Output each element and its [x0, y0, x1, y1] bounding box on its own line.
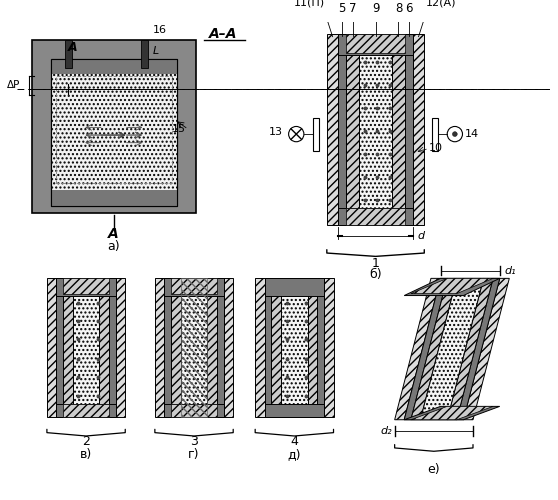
Bar [255, 278, 264, 417]
Bar [56, 278, 116, 295]
Text: е): е) [427, 463, 440, 476]
Bar [359, 34, 392, 225]
Bar [165, 278, 224, 295]
Bar [65, 40, 72, 68]
Polygon shape [420, 278, 483, 420]
Text: 16: 16 [153, 25, 167, 35]
Text: а): а) [108, 240, 120, 254]
Bar [181, 278, 208, 417]
Bar [142, 40, 148, 68]
Text: 15: 15 [172, 124, 186, 134]
Bar [327, 34, 338, 225]
Text: 13: 13 [269, 127, 283, 137]
Bar [171, 278, 217, 293]
Text: 1: 1 [372, 256, 379, 270]
Bar [281, 278, 307, 417]
Text: б): б) [369, 268, 382, 281]
Bar [116, 278, 125, 417]
Text: 6: 6 [405, 2, 413, 15]
Bar [264, 278, 271, 417]
Polygon shape [411, 278, 457, 420]
Text: d₂: d₂ [380, 426, 392, 436]
Polygon shape [411, 406, 493, 420]
Text: 3: 3 [190, 435, 198, 448]
Circle shape [447, 126, 463, 142]
Bar [56, 278, 63, 417]
Bar [324, 278, 334, 417]
Text: в): в) [80, 448, 92, 460]
Text: ΔP: ΔP [7, 80, 20, 90]
Bar [56, 404, 116, 417]
Polygon shape [411, 278, 493, 293]
Polygon shape [404, 278, 447, 420]
Bar [65, 0, 72, 11]
Bar [405, 34, 413, 225]
Bar [63, 278, 73, 417]
Bar [338, 208, 413, 225]
Text: 12(А): 12(А) [426, 0, 456, 7]
Polygon shape [457, 278, 500, 420]
Bar [51, 58, 177, 206]
Bar [413, 34, 424, 225]
Circle shape [288, 126, 304, 142]
Text: г): г) [188, 448, 200, 460]
Bar [217, 278, 224, 417]
Bar [99, 278, 109, 417]
Bar [208, 278, 217, 417]
Bar [171, 278, 181, 417]
Text: 2: 2 [82, 435, 90, 448]
Bar [264, 278, 324, 295]
Bar [224, 278, 233, 417]
Text: L: L [153, 46, 159, 56]
Bar [318, 278, 324, 417]
Text: 10: 10 [429, 144, 443, 154]
Polygon shape [395, 278, 440, 420]
Text: A: A [108, 228, 119, 241]
Polygon shape [404, 278, 500, 295]
Bar [63, 404, 109, 417]
Text: 9: 9 [372, 2, 379, 15]
Polygon shape [447, 278, 493, 420]
Text: A: A [68, 40, 78, 54]
Text: д): д) [287, 448, 301, 460]
Bar [346, 208, 405, 225]
Circle shape [453, 132, 457, 136]
Text: A–A: A–A [209, 27, 237, 41]
Bar [165, 404, 224, 417]
Text: d₁: d₁ [504, 266, 516, 276]
Bar [181, 278, 208, 417]
Bar [271, 278, 281, 417]
Bar [338, 34, 413, 55]
Bar [47, 278, 56, 417]
Bar [51, 58, 177, 74]
Bar [32, 40, 196, 214]
Bar [142, 0, 148, 11]
Text: d: d [417, 232, 425, 241]
Text: 14: 14 [464, 129, 479, 139]
Bar [338, 34, 346, 225]
Bar [171, 404, 217, 417]
Bar [73, 278, 99, 417]
Bar [346, 34, 359, 225]
Polygon shape [464, 278, 509, 420]
Text: 7: 7 [349, 2, 357, 15]
Bar [109, 278, 116, 417]
Bar [432, 118, 437, 152]
Bar [314, 118, 319, 152]
Bar [155, 278, 165, 417]
Polygon shape [404, 406, 500, 420]
Bar [264, 404, 324, 417]
Bar [307, 278, 318, 417]
Text: 11(П): 11(П) [294, 0, 325, 7]
Text: 8: 8 [395, 2, 402, 15]
Text: 5: 5 [338, 2, 346, 15]
Bar [165, 278, 171, 417]
Bar [51, 190, 177, 206]
Bar [63, 278, 109, 293]
Bar [392, 34, 405, 225]
Bar [346, 34, 405, 53]
Bar [55, 76, 172, 183]
Text: 4: 4 [290, 435, 299, 448]
Bar [51, 58, 177, 206]
